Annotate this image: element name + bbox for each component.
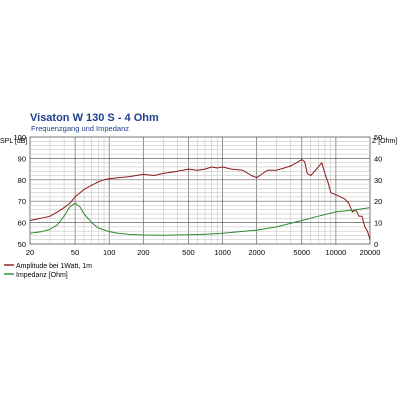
x-tick-label: 1000 [214, 248, 231, 257]
y-tick-label-left: 60 [18, 219, 26, 228]
legend-label-amplitude: Amplitude bei 1Watt, 1m [16, 263, 92, 270]
x-tick-label: 10000 [325, 248, 346, 257]
y-tick-label-left: 80 [18, 176, 26, 185]
y-tick-label-right: 10 [374, 219, 382, 228]
y-tick-label-right: 20 [374, 197, 382, 206]
series-line-impedance [29, 202, 371, 236]
chart-subtitle: Frequenzgang und Impedanz [31, 124, 129, 133]
y-tick-label-right: 0 [374, 240, 378, 249]
y-tick-label-right: 30 [374, 176, 382, 185]
x-tick-label: 100 [103, 248, 116, 257]
x-tick-label: 2000 [248, 248, 265, 257]
y-tick-label-right: 40 [374, 154, 382, 163]
tick-labels: 20 50 100 200 500 1000 2000 5000 10000 2000050607… [13, 133, 382, 257]
y-axis-label-left: SPL [dB] [0, 138, 27, 145]
plot-area [29, 136, 371, 245]
x-tick-label: 20 [26, 248, 34, 257]
y-tick-label-left: 70 [18, 197, 26, 206]
x-tick-label: 200 [137, 248, 150, 257]
y-axis-label-right: Z [Ohm] [372, 138, 397, 145]
x-tick-label: 5000 [293, 248, 310, 257]
y-tick-label-right: 50 [374, 133, 382, 142]
legend: Amplitude bei 1Watt, 1m Impedanz [Ohm] [4, 263, 92, 279]
chart-title: Visaton W 130 S - 4 Ohm [30, 112, 159, 124]
y-tick-label-left: 100 [13, 133, 26, 142]
series-lines [29, 159, 371, 240]
series-line-amplitude [29, 159, 371, 240]
y-tick-label-left: 50 [18, 240, 26, 249]
y-tick-label-left: 90 [18, 154, 26, 163]
x-tick-label: 500 [182, 248, 195, 257]
x-tick-label: 20000 [360, 248, 381, 257]
x-tick-label: 50 [71, 248, 79, 257]
legend-label-impedance: Impedanz [Ohm] [16, 272, 68, 279]
